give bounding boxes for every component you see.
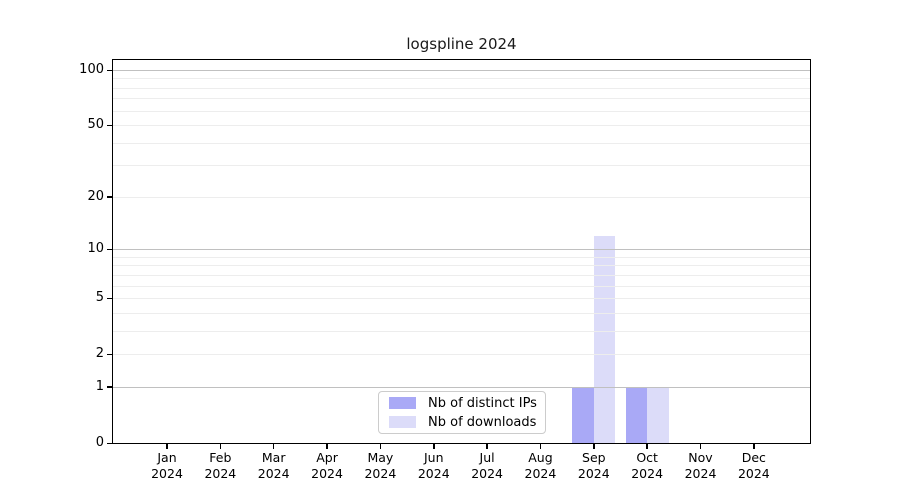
y-axis-label: 100 (79, 62, 104, 77)
x-axis-label: Aug 2024 (524, 450, 557, 481)
y-axis-tick (107, 196, 113, 198)
y-axis-tick (107, 442, 113, 444)
minor-gridline (113, 354, 810, 356)
minor-gridline (113, 312, 810, 314)
minor-gridline (113, 298, 810, 300)
minor-gridline (113, 256, 810, 258)
x-axis-label: Dec 2024 (737, 450, 770, 481)
minor-gridline (113, 265, 810, 267)
minor-gridline (113, 110, 810, 112)
plot-area (113, 60, 810, 443)
x-axis-tick (646, 443, 648, 449)
bar-sep-distinct-ips (572, 386, 594, 443)
y-axis-tick (107, 69, 113, 71)
minor-gridline (113, 142, 810, 144)
y-axis-label: 2 (95, 346, 104, 362)
legend-entry-distinct-ips: Nb of distinct IPs (379, 395, 545, 411)
x-axis-tick (433, 443, 435, 449)
x-axis-label: Jun 2024 (417, 450, 450, 481)
bar-oct-distinct-ips (625, 386, 648, 443)
minor-gridline (113, 98, 810, 100)
x-axis-label: Mar 2024 (257, 450, 290, 481)
y-axis-label: 5 (95, 290, 104, 306)
x-axis-tick (486, 443, 488, 449)
y-axis-tick (107, 353, 113, 356)
x-axis-label: Oct 2024 (631, 450, 664, 481)
chart-title: logspline 2024 (406, 35, 517, 53)
y-axis-label: 0 (95, 435, 104, 450)
y-axis-label: 20 (87, 188, 104, 204)
x-axis-tick (699, 443, 702, 449)
x-axis-tick (593, 443, 595, 449)
x-axis-tick (539, 443, 542, 449)
major-gridline (113, 70, 810, 71)
minor-gridline (113, 196, 810, 198)
x-axis-tick (219, 443, 222, 449)
x-axis-label: Jan 2024 (151, 450, 183, 481)
legend-swatch-downloads (389, 416, 416, 428)
x-axis-label: Apr 2024 (311, 450, 343, 481)
major-gridline (113, 386, 810, 388)
legend-label-downloads: Nb of downloads (428, 414, 537, 430)
x-axis-label: Sep 2024 (577, 450, 610, 481)
bar-oct-downloads (647, 386, 669, 443)
x-axis-label: Jul 2024 (471, 450, 503, 481)
y-axis-tick (107, 297, 113, 300)
x-axis-label: Nov 2024 (684, 450, 717, 481)
legend-entry-downloads: Nb of downloads (379, 414, 545, 430)
x-axis-tick (379, 443, 382, 449)
minor-gridline (113, 78, 810, 80)
minor-gridline (113, 330, 810, 332)
bar-sep-downloads (593, 235, 616, 443)
minor-gridline (113, 274, 810, 276)
x-axis-tick (272, 443, 275, 449)
minor-gridline (113, 125, 810, 127)
y-axis-tick (107, 248, 113, 251)
y-axis-label: 10 (87, 241, 104, 257)
y-axis-tick (107, 386, 113, 388)
y-axis-label: 1 (95, 378, 104, 394)
y-axis-label: 50 (87, 117, 104, 133)
x-axis-tick (166, 443, 168, 449)
legend-swatch-distinct-ips (389, 397, 416, 409)
x-axis-tick (326, 443, 328, 449)
major-gridline (113, 249, 810, 251)
minor-gridline (113, 285, 810, 287)
x-axis-tick (753, 443, 755, 449)
x-axis-label: Feb 2024 (204, 450, 237, 481)
minor-gridline (113, 87, 810, 89)
x-axis-label: May 2024 (364, 450, 397, 481)
y-axis-tick (107, 124, 113, 127)
legend-label-distinct-ips: Nb of distinct IPs (428, 395, 537, 411)
legend: Nb of distinct IPs Nb of downloads (378, 391, 546, 434)
minor-gridline (113, 165, 810, 167)
